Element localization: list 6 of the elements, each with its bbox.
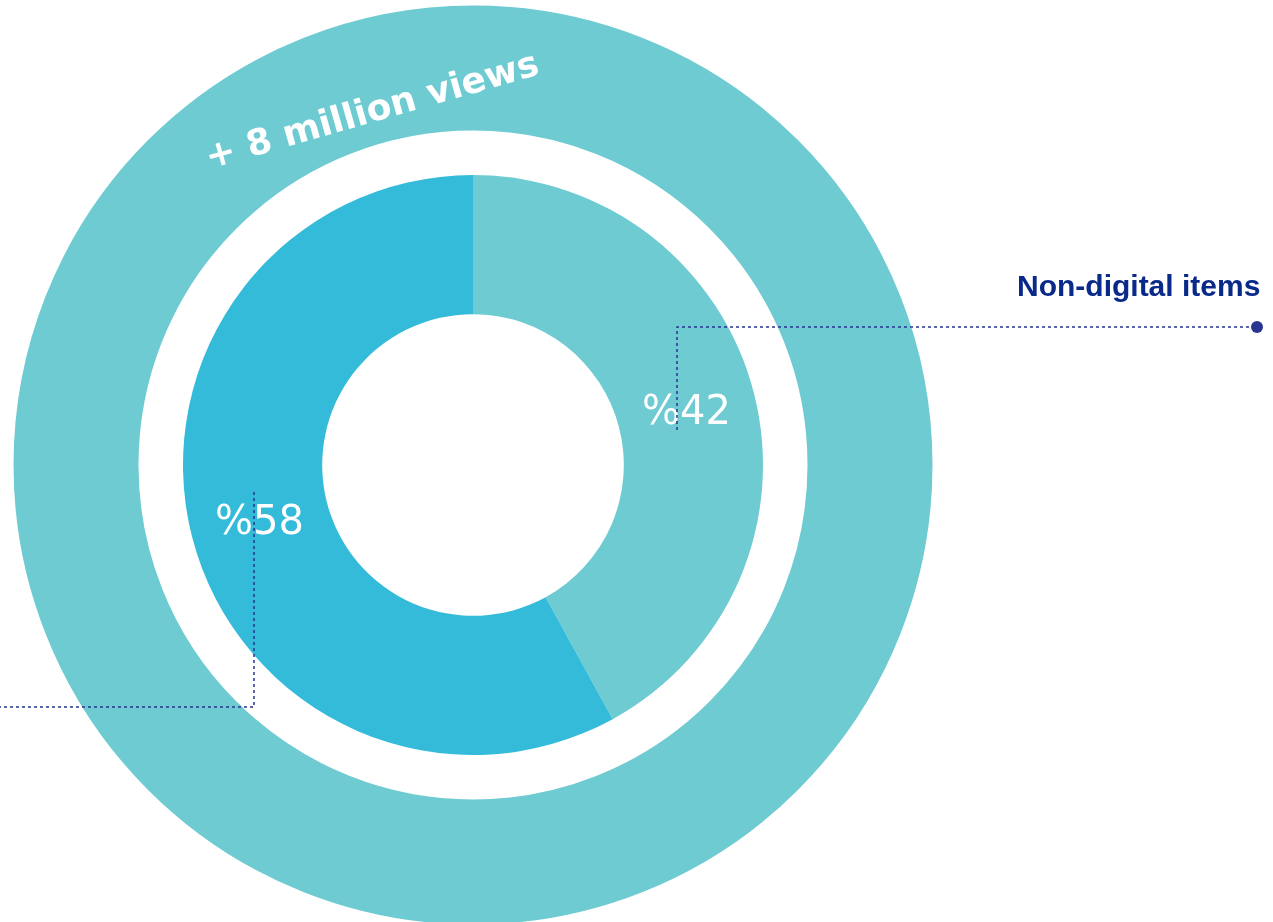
data-label: %42 xyxy=(642,387,731,434)
donut-slice xyxy=(473,175,763,720)
donut-slice xyxy=(183,175,613,755)
slice-label: Non-digital items xyxy=(1017,269,1261,302)
data-label: %58 xyxy=(215,496,304,543)
chart-title: + 8 million views xyxy=(200,42,544,177)
